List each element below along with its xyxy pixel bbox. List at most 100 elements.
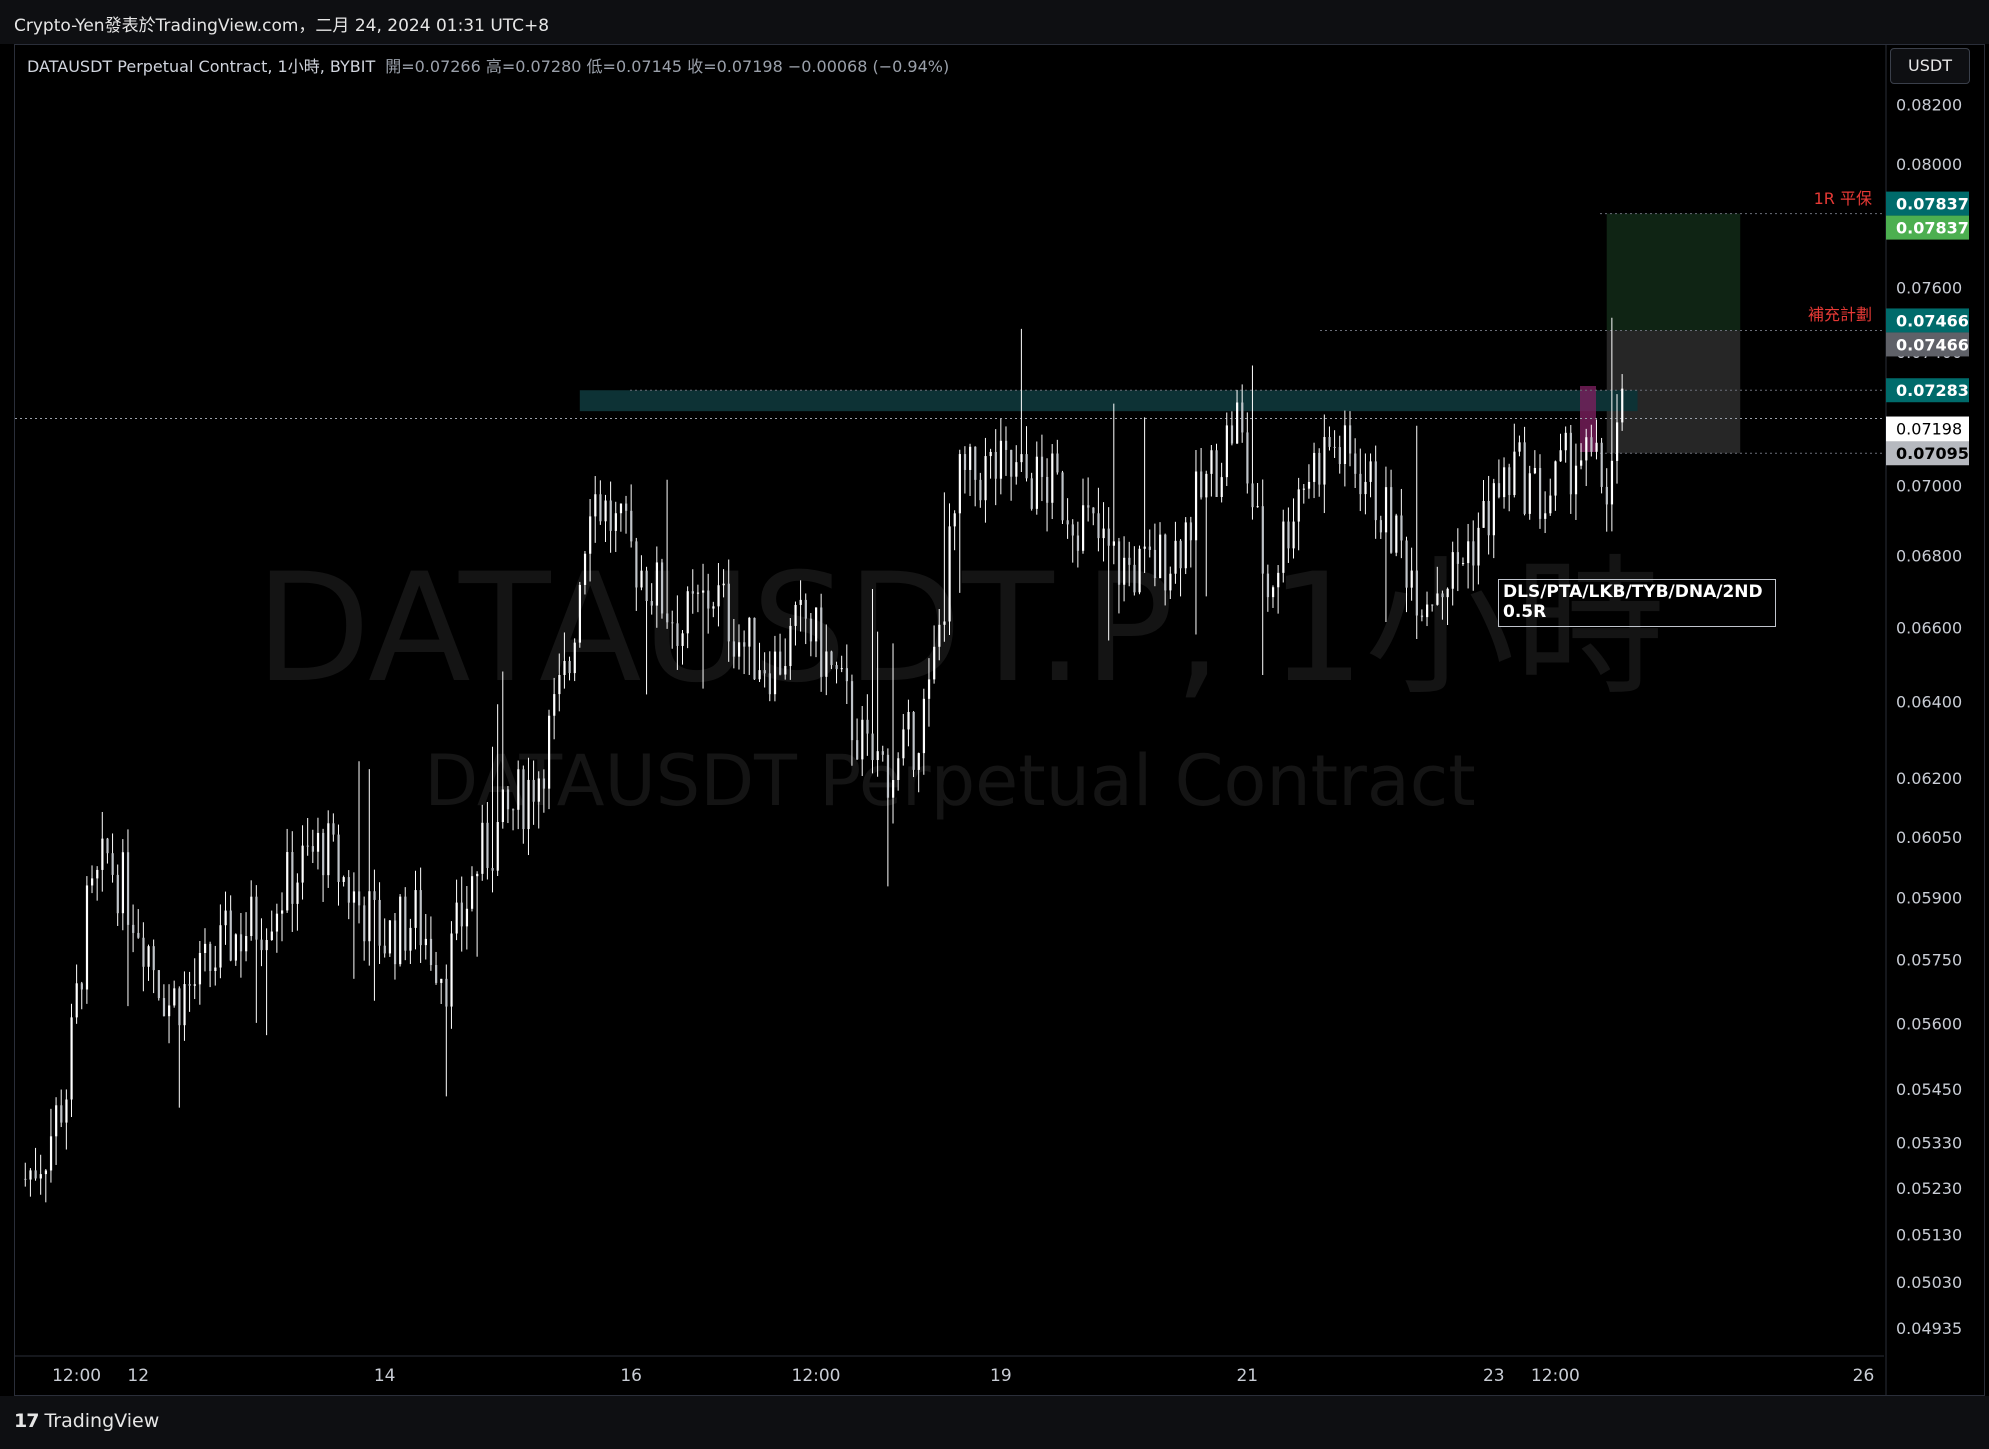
candle-body [224,910,227,926]
candle-body [820,607,823,677]
candle-body [1123,557,1126,585]
candle-body [548,715,551,789]
candle-body [1420,615,1424,618]
brand-name: TradingView [44,1410,160,1432]
candlestick-series [24,317,1624,1203]
candle-body [1508,467,1511,496]
candle-body [162,998,166,1017]
candle-body [1169,573,1172,591]
candle-body [727,583,730,642]
price-tick-label: 0.06050 [1896,828,1962,847]
candle-body [75,983,78,1018]
symbol-title: DATAUSDT Perpetual Contract, 1小時, BYBIT [27,57,376,76]
currency-button[interactable]: USDT [1890,48,1970,84]
label-1r: 1R 平保 [1814,189,1872,208]
candle-body [1533,468,1537,474]
candle-body [496,822,499,871]
candle-body [275,913,279,932]
candle-body [29,1170,32,1180]
candle-body [80,983,83,990]
candle-body [1040,456,1044,477]
candle-body [470,876,474,909]
candle-body [296,882,299,904]
candle-body [1405,540,1408,588]
candle-body [404,896,407,951]
candle-body [563,660,566,676]
candle-body [476,873,479,877]
price-axis[interactable]: 0.082000.080000.078000.076000.074000.070… [1885,44,1962,1396]
candle-body [337,834,340,882]
time-axis[interactable]: 12:00 12 14 16 12:00 19 21 23 12:00 26 [14,1355,1884,1386]
price-tick-label: 0.06600 [1896,618,1962,637]
candle-body [614,513,617,531]
candle-body [1082,505,1085,551]
candle-body [1138,548,1141,593]
price-label-text: 0.07837 [1896,195,1969,214]
price-tick-label: 0.04935 [1896,1319,1962,1338]
candle-body [876,751,879,761]
price-label-box [1886,332,1969,357]
candle-body [902,729,905,759]
candle-body [55,1105,58,1137]
candle-body [440,978,443,983]
candle-body [763,670,766,674]
price-tick-label: 0.05750 [1896,951,1962,970]
candle-body [183,984,186,1026]
candle-body [912,711,915,770]
candle-body [773,651,777,695]
candle-body [1210,450,1213,474]
candle-body [1400,515,1403,541]
candle-body [969,446,972,470]
candle-body [132,924,135,933]
candle-body [306,845,309,847]
candle-body [173,988,176,1006]
candle-body [91,878,94,886]
candle-body [1395,515,1398,553]
candle-body [1030,478,1033,509]
candle-body [1333,446,1336,448]
candle-body [861,719,864,760]
candle-body [1071,524,1074,536]
candle-body [1112,541,1116,546]
candle-body [1143,546,1146,549]
candle-body [784,666,787,675]
candle-body [1174,540,1177,574]
candle-body [111,853,114,875]
candle-body [1451,552,1454,589]
candle-body [1318,452,1321,485]
candle-body [1246,432,1249,484]
candle-body [214,967,217,971]
candle-body [974,446,977,480]
candle-body [1087,505,1090,508]
candle-body [994,451,997,479]
trade-note[interactable]: DLS/PTA/LKB/TYB/DNA/2ND 0.5R [1498,579,1776,627]
candle-body [316,832,320,852]
candle-body [1313,452,1316,482]
candle-body [1492,483,1495,536]
position-zones[interactable] [579,213,1741,454]
tradingview-brand[interactable]: 17 TradingView [14,1410,159,1432]
candle-body [219,925,222,968]
candle-body [1338,447,1341,465]
candle-body [1056,453,1059,473]
zone-resistance-band [579,390,1638,412]
candle-body [229,910,232,961]
candle-body [1215,450,1218,498]
price-label-text: 0.07837 [1896,219,1969,238]
time-tick-label: 16 [620,1366,642,1386]
time-tick-label: 14 [374,1366,396,1386]
candle-body [897,758,900,781]
candle-body [1513,451,1516,496]
time-tick-label: 12:00 [52,1366,101,1386]
price-tick-label: 0.05600 [1896,1014,1962,1033]
candle-body [717,585,720,607]
candle-body [34,1170,37,1179]
candle-body [1436,593,1439,605]
candle-body [568,660,571,674]
candle-body [486,822,489,868]
candle-body [85,885,89,990]
candle-body [892,780,895,798]
candle-body [1610,460,1614,505]
candle-body [44,1170,48,1175]
